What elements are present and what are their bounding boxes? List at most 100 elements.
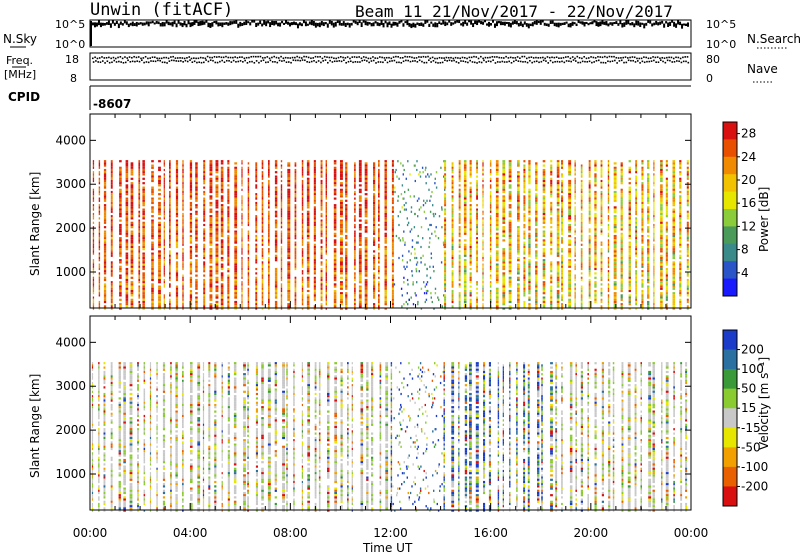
noise-sample (505, 21, 508, 25)
data-cell (227, 298, 230, 301)
data-cell (247, 267, 250, 271)
data-cell (320, 294, 323, 297)
data-cell (247, 177, 250, 180)
data-cell (523, 285, 526, 288)
data-cell (138, 204, 141, 207)
data-cell (458, 256, 461, 260)
noise-sample (318, 22, 321, 28)
data-cell (358, 212, 362, 216)
data-cell (98, 160, 101, 163)
data-cell (556, 193, 560, 196)
noise-sample (183, 20, 186, 26)
data-cell (561, 199, 564, 202)
data-cell (247, 296, 250, 299)
data-cell (280, 226, 283, 229)
noise-sample (137, 22, 140, 25)
data-cell (280, 296, 283, 299)
data-cell (542, 217, 546, 220)
noise-sample (404, 21, 407, 24)
data-cell (438, 215, 441, 218)
data-cell (169, 254, 171, 257)
freq-sample (587, 57, 590, 59)
nave-sample (177, 60, 180, 62)
data-cell (280, 215, 283, 218)
data-cell (274, 241, 278, 244)
data-cell (458, 162, 461, 165)
data-cell (215, 252, 219, 255)
nave-sample (600, 61, 602, 64)
noise-sample (366, 21, 369, 26)
data-cell (227, 303, 230, 306)
data-cell (417, 303, 419, 306)
data-cell (517, 182, 520, 185)
data-cell (182, 261, 184, 264)
nave-sample (310, 60, 313, 63)
data-cell (255, 294, 258, 297)
data-cell (391, 228, 394, 231)
data-cell (158, 179, 161, 183)
data-cell (294, 256, 297, 260)
data-cell (542, 285, 546, 288)
data-cell (175, 237, 179, 240)
data-cell (255, 230, 258, 233)
data-cell (415, 256, 418, 260)
data-cell (403, 197, 405, 200)
data-cell (92, 193, 95, 196)
noise-sample (571, 21, 574, 26)
data-cell (169, 256, 171, 260)
data-cell (489, 250, 492, 253)
nave-sample (499, 61, 501, 63)
data-cell (333, 177, 337, 180)
nave-sample (425, 61, 428, 64)
data-cell (482, 276, 484, 279)
data-cell (209, 289, 213, 293)
data-cell (320, 206, 323, 209)
data-cell (158, 252, 161, 255)
data-cell (561, 201, 564, 205)
data-cell (220, 210, 224, 213)
data-cell (333, 248, 337, 251)
noise-sample (611, 22, 614, 26)
noise-sample (123, 20, 126, 24)
data-cell (535, 305, 538, 308)
data-cell (517, 252, 520, 255)
nave-sample (368, 61, 370, 64)
data-cell (119, 184, 122, 187)
data-cell (287, 190, 291, 194)
data-cell (550, 179, 553, 183)
data-cell (384, 237, 387, 240)
data-cell (98, 276, 101, 279)
data-cell (523, 276, 526, 279)
data-cell (517, 287, 520, 290)
data-cell (125, 259, 129, 262)
data-cell (195, 171, 198, 174)
data-cell (125, 289, 129, 293)
data-cell (333, 267, 337, 271)
data-cell (98, 243, 101, 246)
nave-sample (161, 61, 164, 64)
data-cell (333, 292, 337, 295)
data-cell (195, 232, 198, 235)
data-cell (476, 160, 478, 163)
data-cell (384, 263, 387, 266)
noise-sample (499, 21, 502, 26)
data-cell (535, 201, 538, 205)
data-cell (138, 272, 141, 275)
data-cell (98, 197, 101, 200)
nave-sample (173, 59, 175, 62)
data-cell (195, 226, 198, 229)
data-cell (182, 292, 184, 295)
data-cell (528, 162, 531, 165)
data-cell (189, 206, 193, 209)
data-cell (420, 256, 422, 260)
data-cell (261, 201, 264, 205)
data-cell (175, 223, 179, 227)
data-cell (138, 168, 141, 172)
data-cell (203, 162, 206, 165)
data-cell (301, 230, 304, 233)
noise-sample (348, 23, 351, 28)
data-cell (182, 259, 184, 262)
data-cell (119, 281, 122, 284)
data-cell (354, 283, 356, 286)
data-cell (463, 193, 467, 196)
